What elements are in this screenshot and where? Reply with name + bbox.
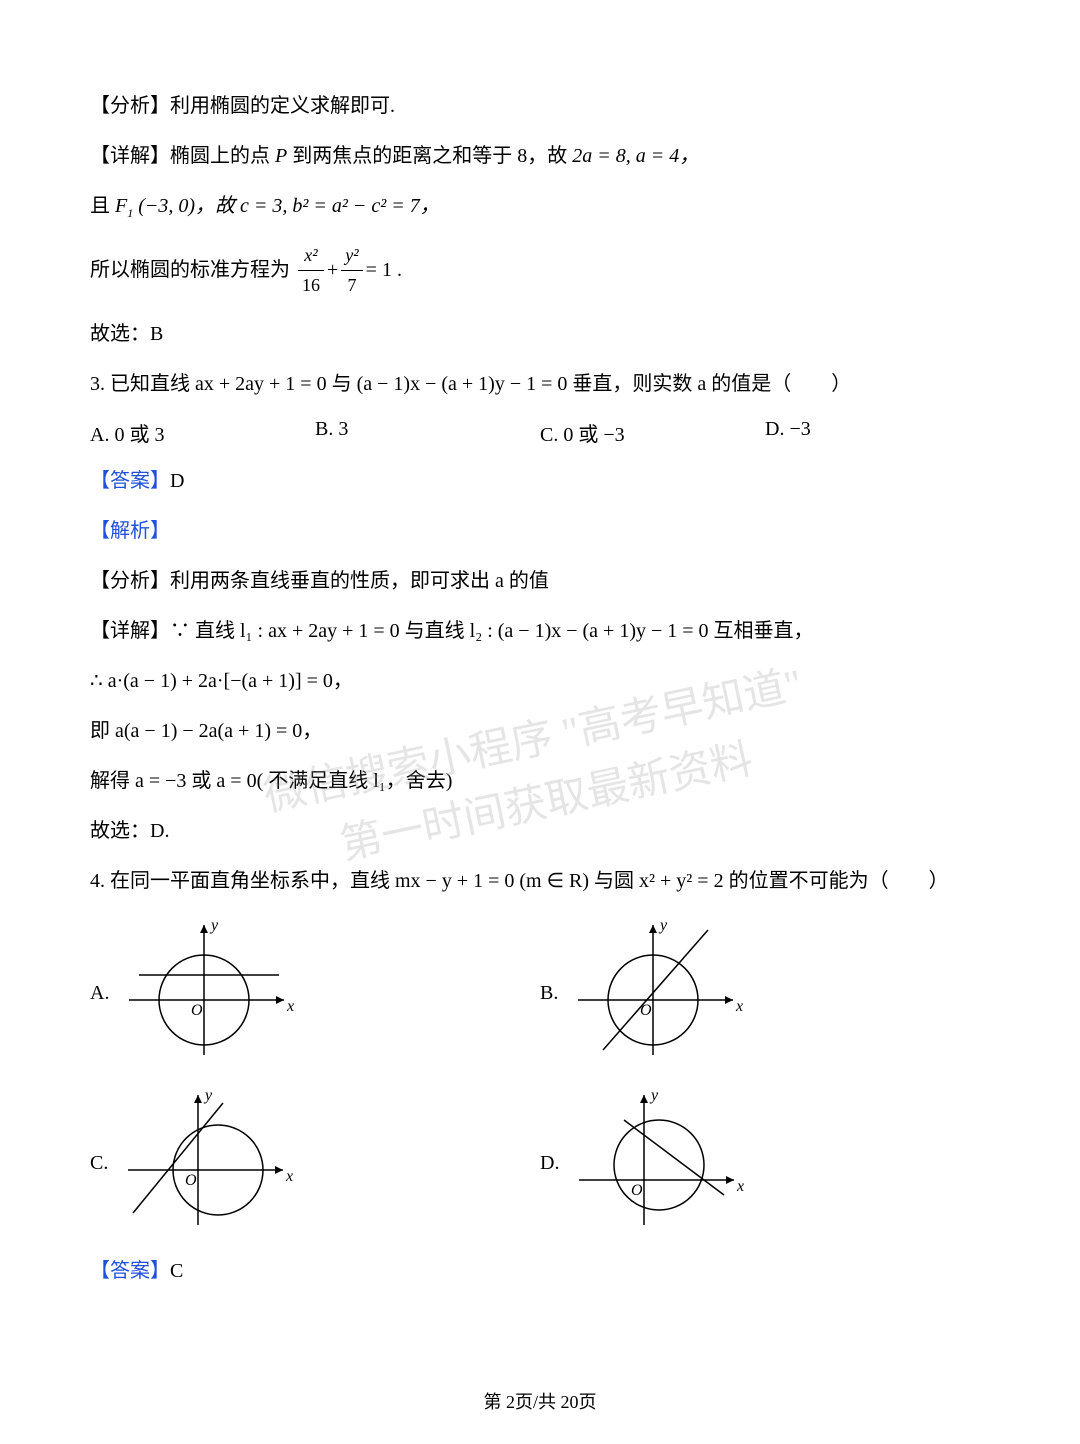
svg-text:y: y	[203, 1087, 213, 1104]
svg-text:y: y	[209, 917, 219, 934]
figure-row-2: C. O x y D. O x y	[90, 1085, 990, 1235]
svg-text:y: y	[649, 1087, 659, 1104]
figure-row-1: A. O x y B. O x y	[90, 915, 990, 1065]
q3-step1: ∴ a·(a − 1) + 2a·[−(a + 1)] = 0，	[90, 665, 990, 697]
figure-d: D. O x y	[540, 1085, 990, 1235]
figure-c: C. O x y	[90, 1085, 540, 1235]
q3-select: 故选：D.	[90, 815, 990, 847]
q4-answer: 【答案】C	[90, 1255, 990, 1287]
svg-text:x: x	[285, 1168, 293, 1185]
fig-d-label: D.	[540, 1152, 559, 1175]
q3-detail: 【详解】∵ 直线 l₁ : ax + 2ay + 1 = 0 与直线 l₂ : …	[90, 615, 990, 647]
q3-step2: 即 a(a − 1) − 2a(a + 1) = 0，	[90, 715, 990, 747]
page-footer: 第 2页/共 20页	[0, 1388, 1080, 1414]
q3-opt-b: B. 3	[315, 418, 540, 447]
q3-analysis-label: 【解析】	[90, 515, 990, 547]
svg-text:O: O	[185, 1172, 197, 1189]
q3-step3: 解得 a = −3 或 a = 0( 不满足直线 l₁，舍去)	[90, 765, 990, 797]
q3-opt-c: C. 0 或 −3	[540, 418, 765, 447]
diagram-a: O x y	[119, 915, 299, 1065]
analysis-prev: 【分析】利用椭圆的定义求解即可.	[90, 90, 990, 122]
figure-b: B. O x y	[540, 915, 990, 1065]
fig-a-label: A.	[90, 982, 109, 1005]
q3-opt-a: A. 0 或 3	[90, 418, 315, 447]
diagram-c: O x y	[118, 1085, 298, 1235]
q3-options: A. 0 或 3 B. 3 C. 0 或 −3 D. −3	[90, 418, 990, 447]
svg-text:O: O	[640, 1002, 652, 1019]
focus-line: 且 F1 (−3, 0)，故 c = 3, b² = a² − c² = 7，	[90, 190, 990, 223]
question-3: 3. 已知直线 ax + 2ay + 1 = 0 与 (a − 1)x − (a…	[90, 368, 990, 400]
q3-opt-d: D. −3	[765, 418, 990, 447]
q3-analysis: 【分析】利用两条直线垂直的性质，即可求出 a 的值	[90, 565, 990, 597]
svg-text:x: x	[735, 998, 743, 1015]
figure-a: A. O x y	[90, 915, 540, 1065]
svg-text:y: y	[658, 917, 668, 934]
q3-answer: 【答案】D	[90, 465, 990, 497]
question-4: 4. 在同一平面直角坐标系中，直线 mx − y + 1 = 0 (m ∈ R)…	[90, 865, 990, 897]
svg-text:x: x	[286, 998, 294, 1015]
svg-text:O: O	[191, 1002, 203, 1019]
fig-c-label: C.	[90, 1152, 108, 1175]
ellipse-equation: 所以椭圆的标准方程为 x²16 + y²7 = 1 .	[90, 241, 990, 300]
svg-text:x: x	[736, 1178, 744, 1195]
diagram-b: O x y	[568, 915, 748, 1065]
diagram-d: O x y	[569, 1085, 749, 1235]
svg-text:O: O	[631, 1182, 643, 1199]
detail-line-1: 【详解】椭圆上的点 P 到两焦点的距离之和等于 8，故 2a = 8, a = …	[90, 140, 990, 172]
fig-b-label: B.	[540, 982, 558, 1005]
select-b: 故选：B	[90, 318, 990, 350]
